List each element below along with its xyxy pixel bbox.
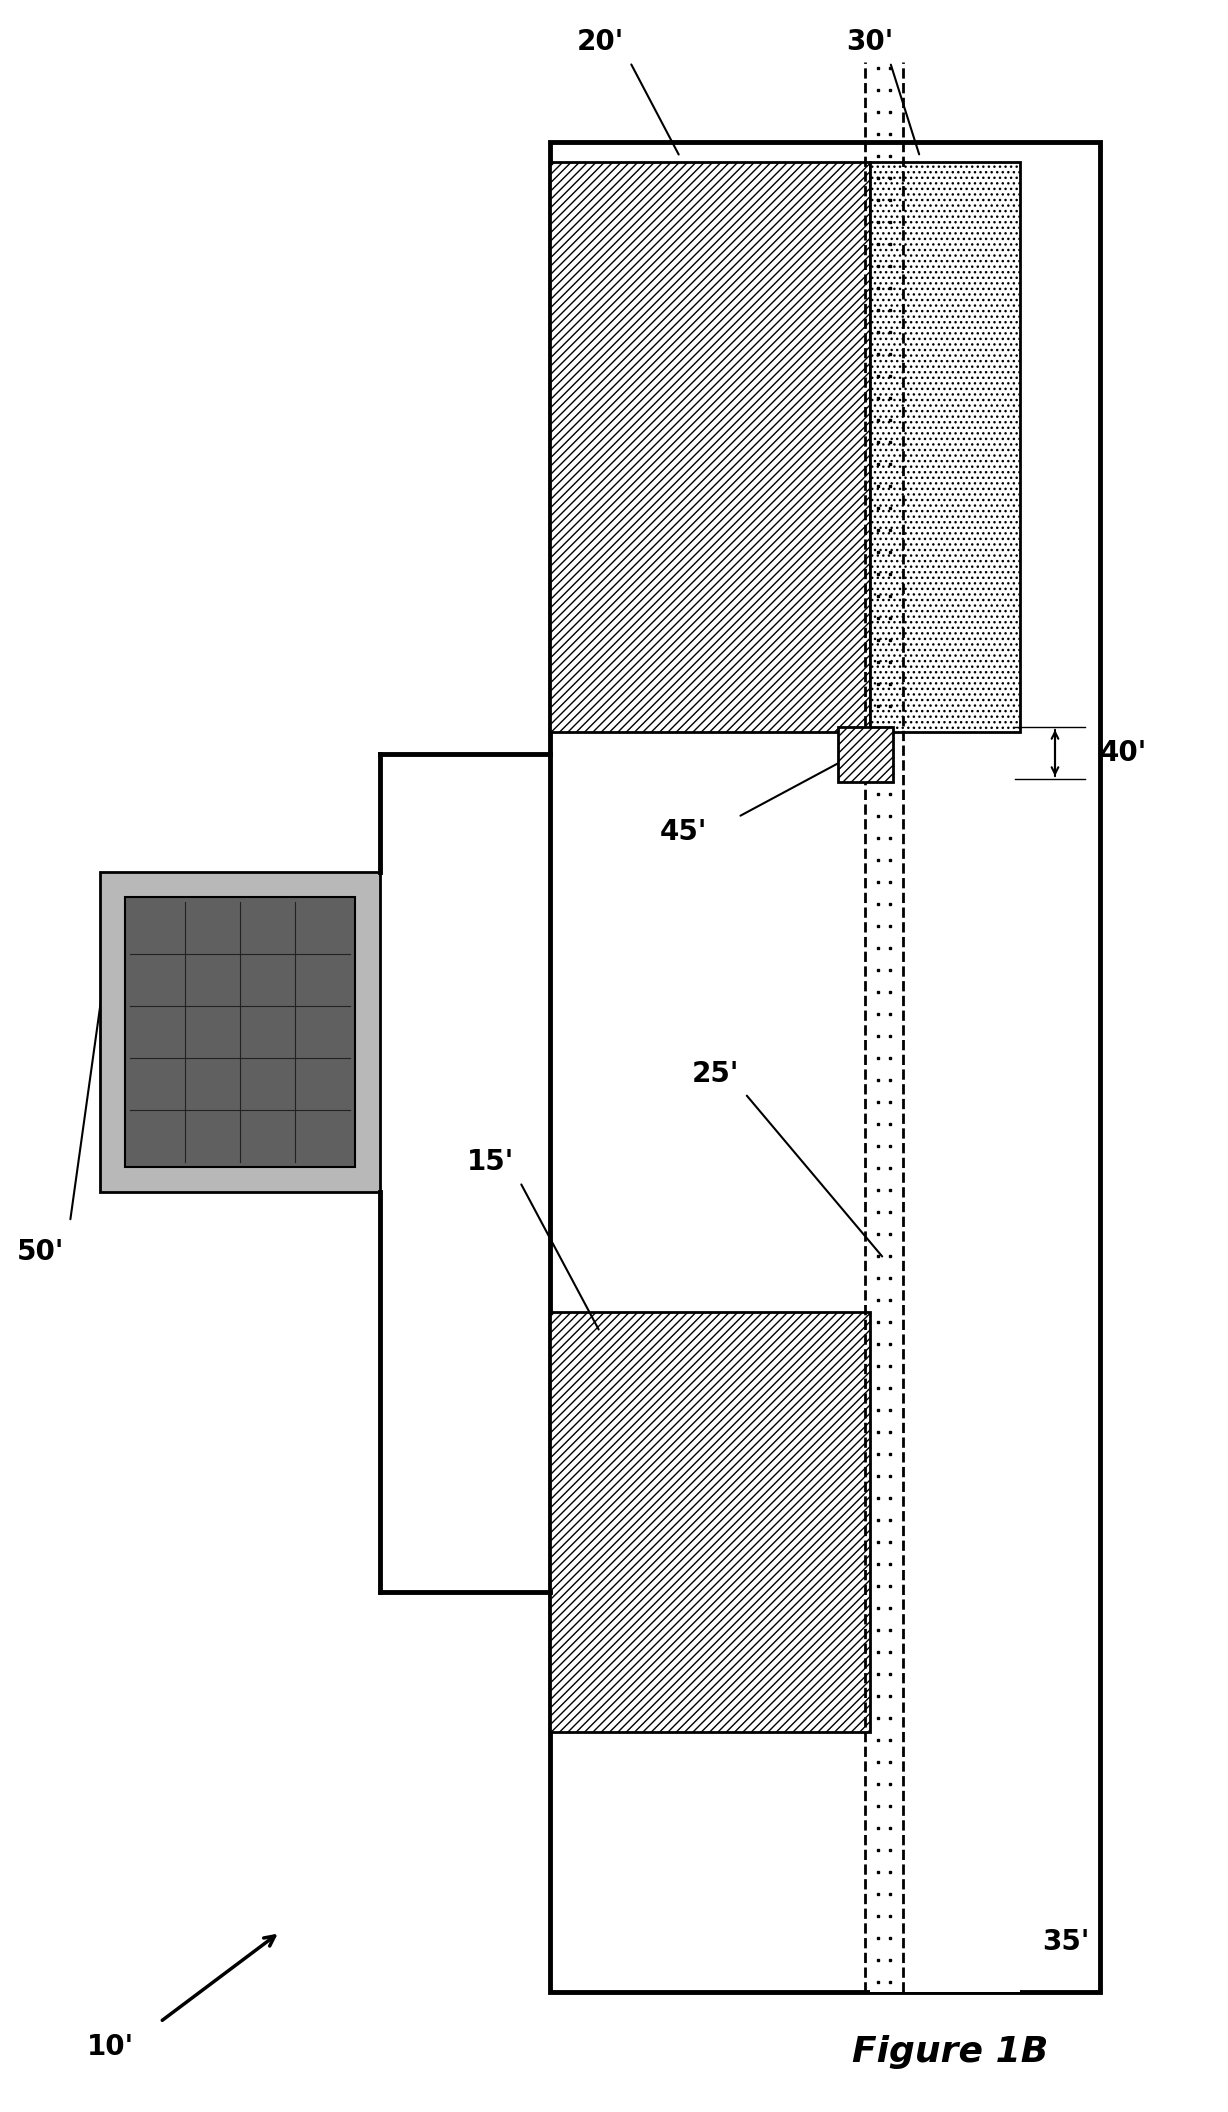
Text: 30': 30' bbox=[846, 27, 894, 57]
Text: 50': 50' bbox=[16, 1238, 64, 1265]
Bar bbox=[550, 142, 1100, 1992]
Text: Figure 1B: Figure 1B bbox=[852, 2036, 1049, 2070]
Text: 20': 20' bbox=[576, 27, 624, 57]
Text: 40': 40' bbox=[1100, 739, 1147, 767]
Bar bbox=[869, 163, 1020, 733]
Bar bbox=[99, 872, 379, 1191]
Bar bbox=[837, 727, 893, 781]
Bar bbox=[550, 1312, 869, 1732]
Text: 10': 10' bbox=[86, 2034, 134, 2061]
Text: 35': 35' bbox=[1043, 1928, 1090, 1956]
Bar bbox=[550, 163, 869, 733]
Text: 45': 45' bbox=[659, 817, 706, 847]
Text: 15': 15' bbox=[467, 1149, 513, 1176]
Text: 25': 25' bbox=[691, 1060, 739, 1088]
Bar bbox=[869, 982, 1020, 1992]
Bar bbox=[125, 898, 355, 1168]
